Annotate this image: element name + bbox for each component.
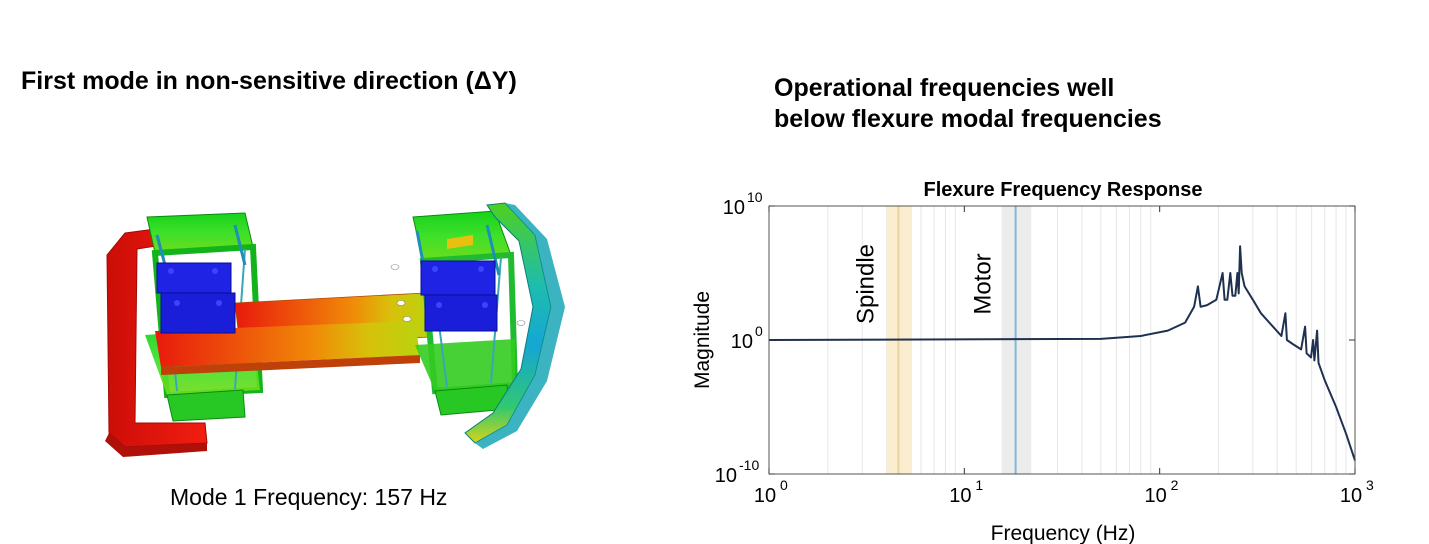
x-tick-label: 10 [949,485,971,507]
x-axis-label: Frequency (Hz) [991,522,1136,544]
y-tick-label: 10 [731,331,753,353]
right-arm [390,202,565,449]
right-title-line-2: below flexure modal frequencies [774,105,1162,133]
x-tick-exponent: 2 [1171,477,1179,493]
y-tick-exponent: -10 [739,457,759,473]
y-tick-label: 10 [715,465,737,487]
band-label-spindle: Spindle [852,244,879,324]
flexure-mode-shape-figure [105,202,565,457]
y-axis-label: Magnitude [691,291,714,389]
y-tick-exponent: 10 [747,189,763,205]
y-tick-label: 10 [723,197,745,219]
mode-frequency-caption: Mode 1 Frequency: 157 Hz [170,484,448,510]
x-tick-exponent: 3 [1366,477,1374,493]
band-label-motor: Motor [969,253,996,314]
plot-frame [768,205,1356,475]
x-tick-label: 10 [1340,485,1362,507]
x-tick-label: 10 [1145,485,1167,507]
right-title-line-1: Operational frequencies well [774,74,1115,102]
plot-area [769,206,1355,474]
band-1-shade [1001,206,1032,474]
series-line-0 [768,245,1356,461]
y-tick-exponent: 0 [755,323,763,339]
x-tick-exponent: 0 [780,477,788,493]
right-blue-block [420,260,498,332]
left-panel-title: First mode in non-sensitive direction (Δ… [21,67,517,95]
x-tick-label: 10 [754,485,776,507]
chart-title: Flexure Frequency Response [924,179,1203,201]
right-panel-title: Operational frequencies well below flexu… [774,73,1162,135]
band-0-shade [886,206,913,474]
left-blue-block [156,262,236,334]
x-tick-exponent: 1 [975,477,983,493]
